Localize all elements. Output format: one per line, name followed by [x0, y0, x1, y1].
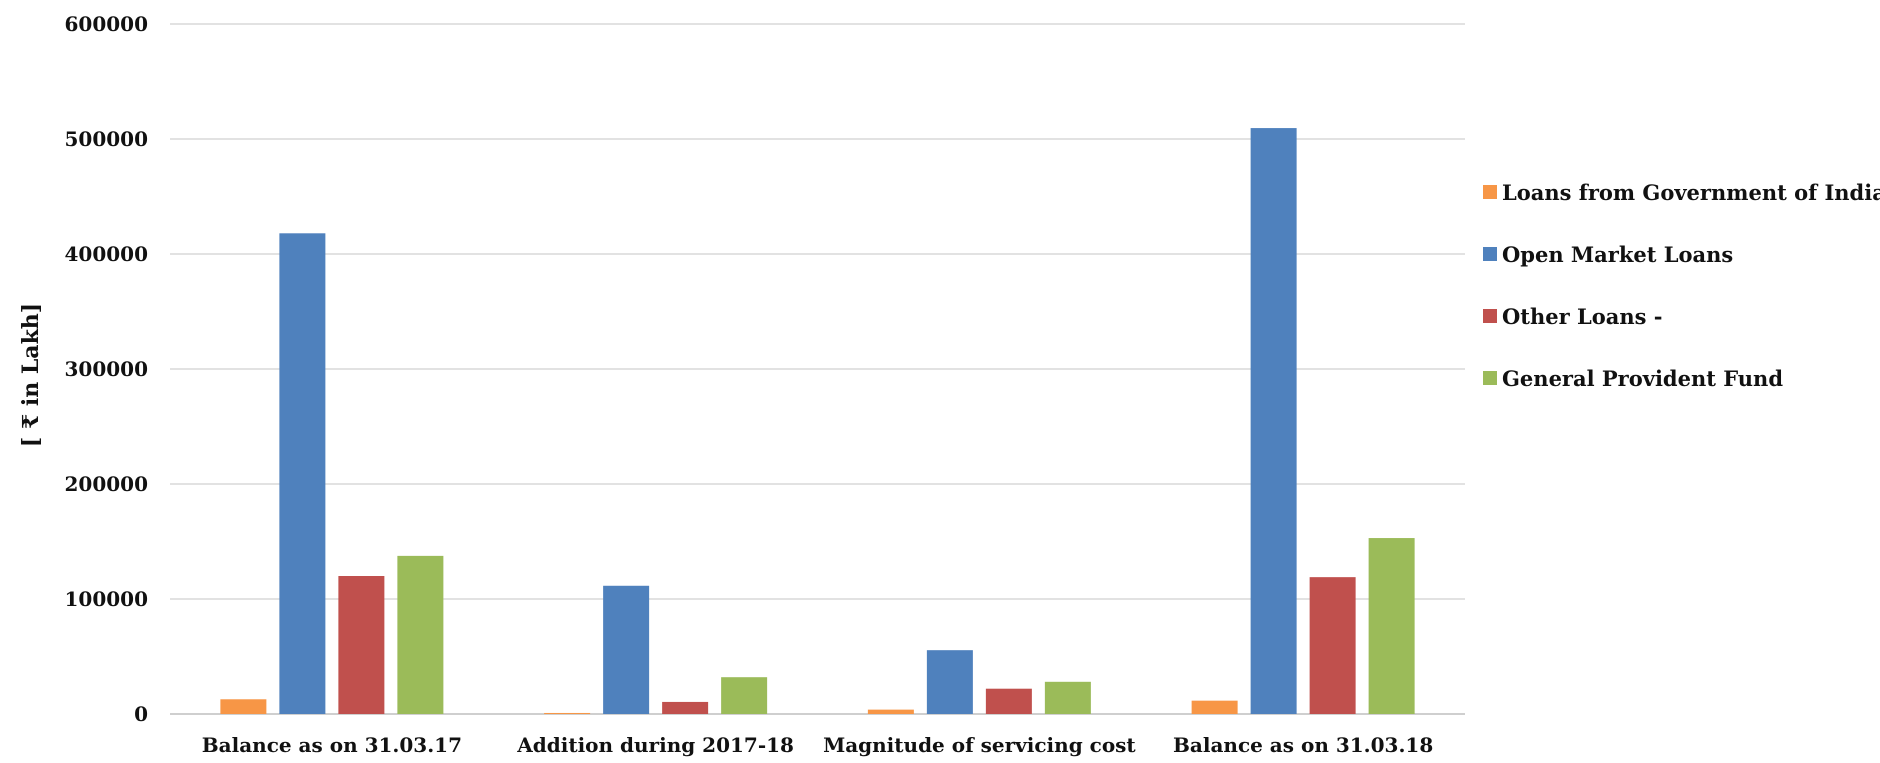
bar	[926, 650, 973, 714]
legend: Loans from Government of India Open Marke…	[1483, 180, 1880, 391]
x-axis-ticks: Balance as on 31.03.17 Addition during 20…	[202, 733, 1434, 757]
y-tick-label: 500000	[65, 127, 149, 151]
x-tick-label: Addition during 2017-18	[516, 733, 794, 757]
bar	[985, 688, 1032, 714]
legend-swatch	[1483, 309, 1497, 323]
legend-label: Other Loans -	[1502, 304, 1663, 329]
bar	[220, 699, 267, 714]
x-tick-label: Balance as on 31.03.18	[1173, 733, 1433, 757]
legend-swatch	[1483, 247, 1497, 261]
y-tick-label: 600000	[65, 12, 149, 36]
bar	[397, 555, 444, 714]
y-tick-label: 100000	[65, 587, 149, 611]
y-tick-label: 400000	[65, 242, 149, 266]
y-axis-ticks: 0 100000 200000 300000 400000 500000 600000	[65, 12, 149, 726]
gridlines	[170, 23, 1465, 715]
y-tick-label: 0	[134, 702, 148, 726]
bar	[279, 233, 326, 715]
bar	[1044, 681, 1091, 714]
bars	[220, 128, 1415, 715]
legend-label: General Provident Fund	[1502, 366, 1783, 391]
legend-swatch	[1483, 185, 1497, 199]
bar	[1309, 577, 1356, 714]
bar	[662, 701, 709, 714]
y-axis-label: [ ₹ in Lakh]	[18, 303, 44, 447]
legend-swatch	[1483, 371, 1497, 385]
x-tick-label: Balance as on 31.03.17	[202, 733, 462, 757]
bar	[338, 576, 385, 714]
x-tick-label: Magnitude of servicing cost	[823, 733, 1136, 757]
bar	[603, 585, 650, 714]
bar	[1191, 700, 1238, 714]
bar	[544, 712, 591, 714]
bar	[867, 709, 914, 714]
bar	[721, 677, 768, 714]
bar	[1368, 538, 1415, 714]
bar	[1250, 128, 1297, 714]
legend-label: Loans from Government of India	[1502, 180, 1880, 205]
legend-label: Open Market Loans	[1502, 242, 1733, 267]
y-tick-label: 300000	[65, 357, 149, 381]
y-tick-label: 200000	[65, 472, 149, 496]
